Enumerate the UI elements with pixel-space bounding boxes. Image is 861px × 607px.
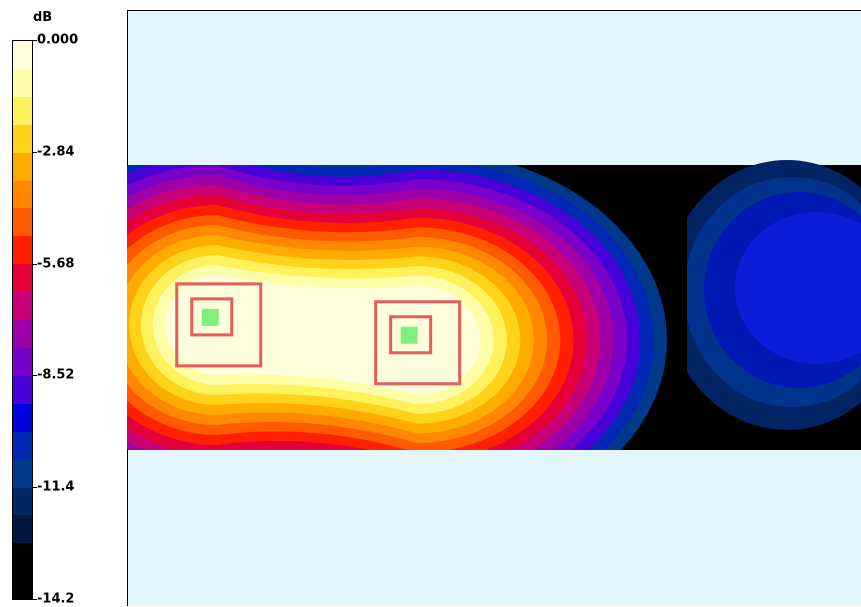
colorbar-band xyxy=(13,125,32,153)
colorbar-band xyxy=(13,236,32,264)
colorbar-band xyxy=(13,515,32,543)
colorbar-band xyxy=(13,41,32,69)
colorbar-band xyxy=(13,571,32,599)
colorbar-legend: dB 0.000 -2.84 -5.68 -8.52 -11.4 -14.2 xyxy=(0,0,120,606)
colorbar-band xyxy=(13,543,32,571)
colorbar-band xyxy=(13,264,32,292)
colorbar xyxy=(12,40,33,600)
colorbar-band xyxy=(13,432,32,460)
colorbar-band xyxy=(13,320,32,348)
heatmap-svg xyxy=(127,10,861,606)
colorbar-tick-label: -11.4 xyxy=(37,481,74,494)
colorbar-tick-label: 0.000 xyxy=(37,34,78,47)
colorbar-tick-label: -14.2 xyxy=(37,593,74,606)
colorbar-tick-label: -8.52 xyxy=(37,369,74,382)
colorbar-band xyxy=(13,376,32,404)
colorbar-tick-label: -5.68 xyxy=(37,257,74,270)
colorbar-band xyxy=(13,488,32,516)
marker-center xyxy=(401,327,418,344)
colorbar-band xyxy=(13,208,32,236)
colorbar-unit-label: dB xyxy=(33,10,52,25)
colorbar-band xyxy=(13,404,32,432)
colorbar-band xyxy=(13,460,32,488)
colorbar-band xyxy=(13,97,32,125)
heatmap-plot xyxy=(127,10,861,606)
colorbar-band xyxy=(13,69,32,97)
colorbar-band xyxy=(13,181,32,209)
colorbar-tick-label: -2.84 xyxy=(37,145,74,158)
marker-center xyxy=(202,309,219,326)
colorbar-band xyxy=(13,348,32,376)
colorbar-band xyxy=(13,153,32,181)
colorbar-band xyxy=(13,292,32,320)
